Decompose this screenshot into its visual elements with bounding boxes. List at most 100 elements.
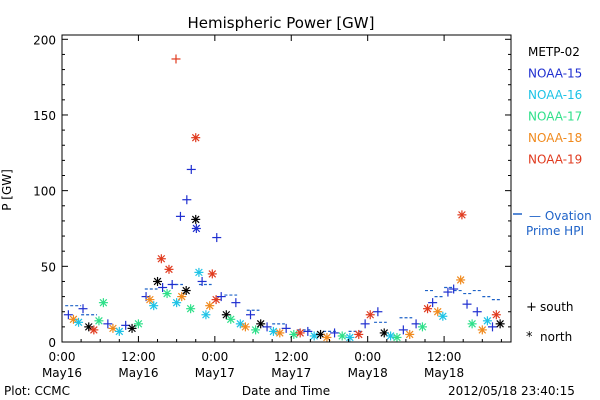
data-point bbox=[74, 317, 84, 327]
x-tick-time: 12:00 bbox=[427, 350, 462, 364]
marker-legend-symbol: * bbox=[526, 330, 533, 345]
data-point bbox=[330, 328, 340, 338]
data-point bbox=[89, 325, 99, 335]
data-point bbox=[337, 331, 347, 341]
data-point bbox=[164, 264, 174, 274]
data-point bbox=[487, 322, 497, 332]
data-point bbox=[467, 319, 477, 329]
data-point bbox=[149, 301, 159, 311]
data-point bbox=[423, 304, 433, 314]
data-point bbox=[303, 326, 313, 336]
satellite-legend: METP-02 NOAA-15 NOAA-16 NOAA-17 NOAA-18 NOAA-… bbox=[528, 45, 582, 167]
ovation-hpi-dashes bbox=[65, 283, 502, 333]
data-point bbox=[186, 164, 196, 174]
data-point bbox=[482, 316, 492, 326]
chart-title: Hemispheric Power [GW] bbox=[188, 14, 375, 32]
data-point bbox=[251, 325, 261, 335]
data-point bbox=[98, 298, 108, 308]
data-point bbox=[221, 310, 231, 320]
x-tick-date: May16 bbox=[118, 366, 158, 380]
data-point bbox=[281, 323, 291, 333]
legend-entry: METP-02 bbox=[528, 45, 580, 59]
data-point bbox=[472, 307, 482, 317]
data-point bbox=[456, 275, 466, 285]
data-point bbox=[63, 310, 73, 320]
data-point bbox=[491, 310, 501, 320]
data-point bbox=[240, 322, 250, 332]
data-point bbox=[365, 310, 375, 320]
footer-right: 2012/05/18 23:40:15 bbox=[448, 384, 575, 398]
marker-legend: + south * north bbox=[526, 300, 574, 345]
data-point bbox=[405, 329, 415, 339]
data-point bbox=[162, 289, 172, 299]
legend-entry: NOAA-17 bbox=[528, 110, 582, 124]
data-point bbox=[84, 322, 94, 332]
data-point bbox=[295, 328, 305, 338]
data-point bbox=[205, 301, 215, 311]
x-tick-time: 12:00 bbox=[274, 350, 309, 364]
data-point bbox=[438, 311, 448, 321]
data-point bbox=[211, 295, 221, 305]
y-tick-label: 0 bbox=[48, 336, 56, 350]
y-tick-label: 50 bbox=[41, 260, 56, 274]
data-point bbox=[462, 299, 472, 309]
x-tick-date: May17 bbox=[271, 366, 311, 380]
data-point bbox=[495, 319, 505, 329]
data-point bbox=[94, 316, 104, 326]
data-point bbox=[386, 331, 396, 341]
data-point bbox=[133, 319, 143, 329]
x-tick-time: 0:00 bbox=[354, 350, 381, 364]
data-point bbox=[449, 284, 459, 294]
data-point bbox=[186, 304, 196, 314]
y-axis-ticks: 0 50 100 150 200 bbox=[33, 33, 511, 350]
data-point bbox=[392, 332, 402, 342]
data-point bbox=[175, 211, 185, 221]
x-tick-date: May16 bbox=[42, 366, 82, 380]
data-point bbox=[191, 223, 201, 233]
data-point bbox=[177, 292, 187, 302]
data-point bbox=[477, 325, 487, 335]
data-points bbox=[63, 54, 505, 342]
data-point bbox=[127, 323, 137, 333]
data-point bbox=[235, 319, 245, 329]
y-tick-label: 200 bbox=[33, 33, 56, 47]
marker-legend-symbol: + bbox=[526, 300, 537, 315]
data-point bbox=[268, 326, 278, 336]
data-point bbox=[172, 298, 182, 308]
data-point bbox=[167, 279, 177, 289]
data-point bbox=[417, 322, 427, 332]
data-point bbox=[182, 195, 192, 205]
data-point bbox=[78, 304, 88, 314]
data-point bbox=[114, 326, 124, 336]
x-tick-time: 12:00 bbox=[121, 350, 156, 364]
legend-entry: NOAA-16 bbox=[528, 88, 582, 102]
data-point bbox=[68, 314, 78, 324]
data-point bbox=[191, 133, 201, 143]
x-tick-date: May18 bbox=[348, 366, 388, 380]
x-axis-ticks: 0:00 May16 12:00 May16 0:00 May17 12:00 May17 0:… bbox=[42, 35, 502, 380]
marker-legend-label: north bbox=[540, 330, 572, 344]
data-point bbox=[322, 332, 332, 342]
plot-area-frame bbox=[61, 34, 512, 343]
y-axis-label: P [GW] bbox=[0, 169, 14, 211]
x-axis-label: Date and Time bbox=[242, 384, 330, 398]
data-point bbox=[153, 276, 163, 286]
legend-entry: NOAA-19 bbox=[528, 153, 582, 167]
ovation-label-line1: — Ovation bbox=[529, 209, 592, 223]
data-point bbox=[231, 298, 241, 308]
data-point bbox=[194, 267, 204, 277]
data-point bbox=[428, 298, 438, 308]
data-point bbox=[181, 286, 191, 296]
x-tick-date: May18 bbox=[424, 366, 464, 380]
footer-left: Plot: CCMC bbox=[4, 384, 70, 398]
marker-legend-label: south bbox=[540, 300, 574, 314]
y-tick-label: 150 bbox=[33, 109, 56, 123]
data-point bbox=[360, 319, 370, 329]
data-point bbox=[201, 310, 211, 320]
data-point bbox=[354, 329, 364, 339]
data-point bbox=[262, 322, 272, 332]
data-point bbox=[309, 331, 319, 341]
data-point bbox=[212, 233, 222, 243]
legend-entry: NOAA-18 bbox=[528, 131, 582, 145]
